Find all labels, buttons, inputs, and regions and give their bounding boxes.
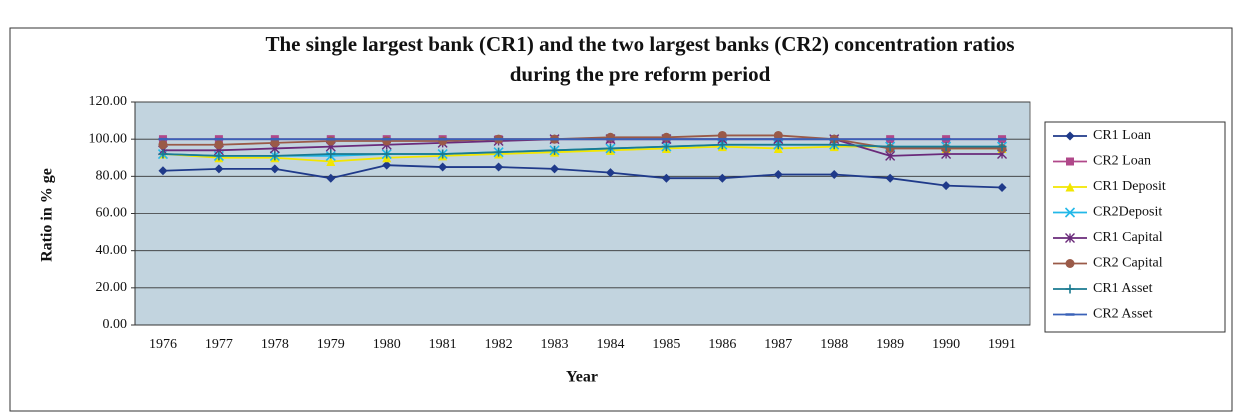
data-point bbox=[382, 160, 392, 170]
legend-marker bbox=[1065, 131, 1075, 141]
x-tick-label: 1987 bbox=[764, 337, 792, 352]
data-point bbox=[661, 142, 671, 152]
data-point bbox=[270, 151, 280, 161]
data-point bbox=[829, 169, 839, 179]
data-point bbox=[717, 140, 727, 150]
x-tick-label: 1990 bbox=[932, 337, 960, 352]
data-point bbox=[997, 142, 1007, 152]
legend-marker bbox=[1065, 182, 1075, 192]
chart-subtitle: during the pre reform period bbox=[510, 62, 771, 86]
chart-title: The single largest bank (CR1) and the tw… bbox=[266, 32, 1015, 56]
y-tick-label: 20.00 bbox=[96, 280, 128, 295]
x-tick-label: 1980 bbox=[373, 337, 401, 352]
data-point bbox=[885, 173, 895, 183]
data-point bbox=[494, 162, 504, 172]
data-point bbox=[382, 149, 392, 159]
data-point bbox=[829, 140, 839, 150]
x-tick-label: 1978 bbox=[261, 337, 289, 352]
data-point bbox=[550, 145, 560, 155]
series-line bbox=[162, 143, 1003, 157]
legend-marker bbox=[1065, 259, 1075, 268]
data-point bbox=[214, 151, 224, 161]
legend-label: CR1 Loan bbox=[1093, 128, 1151, 143]
y-tick-label: 60.00 bbox=[96, 206, 128, 221]
data-point bbox=[773, 169, 783, 179]
data-point bbox=[214, 140, 224, 150]
data-point bbox=[605, 143, 615, 153]
data-point bbox=[158, 149, 168, 159]
x-tick-label: 1983 bbox=[541, 337, 569, 352]
legend-label: CR1 Deposit bbox=[1093, 179, 1166, 194]
data-point bbox=[382, 136, 392, 146]
data-point bbox=[326, 149, 336, 159]
data-point bbox=[326, 173, 336, 183]
x-tick-label: 1991 bbox=[988, 337, 1016, 352]
data-point bbox=[326, 136, 336, 146]
x-tick-label: 1979 bbox=[317, 337, 345, 352]
data-point bbox=[661, 173, 671, 183]
x-tick-label: 1985 bbox=[652, 337, 680, 352]
x-axis-title: Year bbox=[566, 369, 598, 386]
data-point bbox=[941, 142, 951, 152]
series-line bbox=[162, 164, 1003, 189]
x-tick-label: 1976 bbox=[149, 337, 177, 352]
data-point bbox=[494, 147, 504, 157]
data-point bbox=[885, 142, 895, 152]
data-point bbox=[438, 149, 448, 159]
y-tick-label: 0.00 bbox=[103, 317, 128, 332]
legend-label: CR1 Asset bbox=[1093, 281, 1153, 296]
legend-label: CR2 Loan bbox=[1093, 154, 1151, 169]
legend-box bbox=[1044, 121, 1226, 333]
data-point bbox=[550, 164, 560, 174]
data-point bbox=[214, 164, 224, 174]
legend-marker bbox=[1065, 233, 1075, 243]
x-tick-label: 1984 bbox=[596, 337, 624, 352]
y-axis-title: Ratio in % ge bbox=[39, 168, 56, 262]
legend-marker bbox=[1066, 157, 1074, 166]
x-tick-label: 1977 bbox=[205, 337, 233, 352]
legend-label: CR2 Asset bbox=[1093, 307, 1153, 322]
legend-label: CR2 Capital bbox=[1093, 256, 1163, 271]
data-point bbox=[773, 140, 783, 150]
x-tick-label: 1982 bbox=[485, 337, 513, 352]
data-point bbox=[270, 164, 280, 174]
data-point bbox=[438, 162, 448, 172]
legend-label: CR1 Capital bbox=[1093, 230, 1163, 245]
series-line bbox=[162, 134, 1003, 150]
data-point bbox=[773, 130, 783, 140]
data-point bbox=[717, 130, 727, 140]
x-tick-label: 1989 bbox=[876, 337, 904, 352]
y-tick-label: 80.00 bbox=[96, 169, 128, 184]
y-tick-label: 40.00 bbox=[96, 243, 128, 258]
data-point bbox=[158, 166, 168, 176]
data-point bbox=[717, 173, 727, 183]
data-point bbox=[997, 182, 1007, 192]
data-point bbox=[270, 138, 280, 148]
legend-marker bbox=[1064, 207, 1076, 218]
legend-marker bbox=[1065, 284, 1075, 294]
x-tick-label: 1988 bbox=[820, 337, 848, 352]
data-point bbox=[438, 136, 448, 146]
data-point bbox=[326, 156, 336, 166]
data-point bbox=[605, 168, 615, 178]
y-tick-label: 100.00 bbox=[89, 131, 128, 146]
legend-label: CR2Deposit bbox=[1093, 205, 1162, 220]
x-tick-label: 1981 bbox=[429, 337, 457, 352]
data-point bbox=[661, 132, 671, 142]
y-tick-label: 120.00 bbox=[89, 94, 128, 109]
x-tick-label: 1986 bbox=[708, 337, 736, 352]
data-point bbox=[158, 140, 168, 150]
data-point bbox=[605, 132, 615, 142]
data-point bbox=[941, 181, 951, 191]
